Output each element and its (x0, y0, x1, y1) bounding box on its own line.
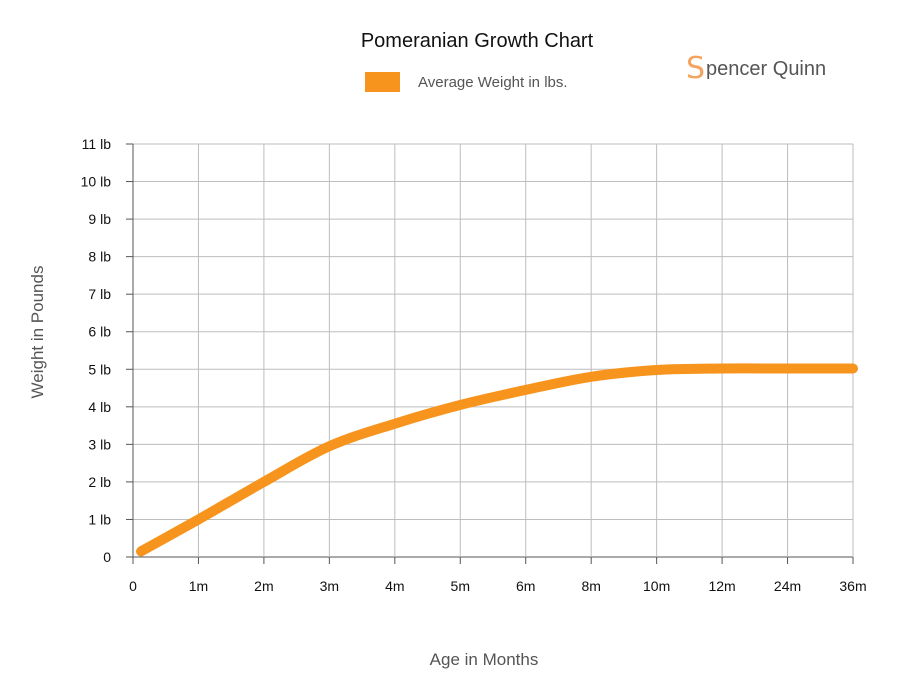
x-tick-label: 8m (581, 578, 600, 594)
brand-logo-initial: S (686, 51, 706, 86)
y-tick-label: 1 lb (88, 511, 111, 527)
legend-label: Average Weight in lbs. (418, 73, 568, 91)
brand-logo: S pencer Quinn (686, 54, 826, 84)
y-tick-label: 10 lb (81, 174, 112, 190)
y-tick-label: 4 lb (88, 399, 111, 415)
y-tick-label: 8 lb (88, 249, 111, 265)
legend-swatch (365, 72, 400, 92)
y-tick-label: 0 (103, 549, 111, 565)
x-tick-label: 24m (774, 578, 801, 594)
x-axis-label: Age in Months (429, 650, 539, 669)
x-tick-label: 6m (516, 578, 535, 594)
y-tick-label: 7 lb (88, 286, 111, 302)
x-tick-label: 12m (708, 578, 735, 594)
y-tick-label: 6 lb (88, 324, 111, 340)
brand-logo-text: pencer Quinn (706, 57, 827, 80)
x-tick-label: 2m (254, 578, 273, 594)
x-tick-label: 5m (451, 578, 470, 594)
x-tick-label: 10m (643, 578, 670, 594)
x-tick-label: 1m (189, 578, 208, 594)
x-tick-label: 3m (320, 578, 339, 594)
x-tick-label: 4m (385, 578, 404, 594)
chart-title: Pomeranian Growth Chart (360, 30, 594, 52)
series-line (136, 363, 858, 557)
y-tick-label: 11 lb (82, 136, 112, 152)
y-tick-label: 3 lb (88, 436, 111, 452)
x-tick-label: 0 (129, 578, 137, 594)
legend: Average Weight in lbs. (365, 72, 568, 92)
y-tick-label: 5 lb (88, 361, 111, 377)
x-tick-label: 36m (839, 578, 866, 594)
y-tick-label: 9 lb (88, 211, 111, 227)
y-tick-label: 2 lb (88, 474, 111, 490)
